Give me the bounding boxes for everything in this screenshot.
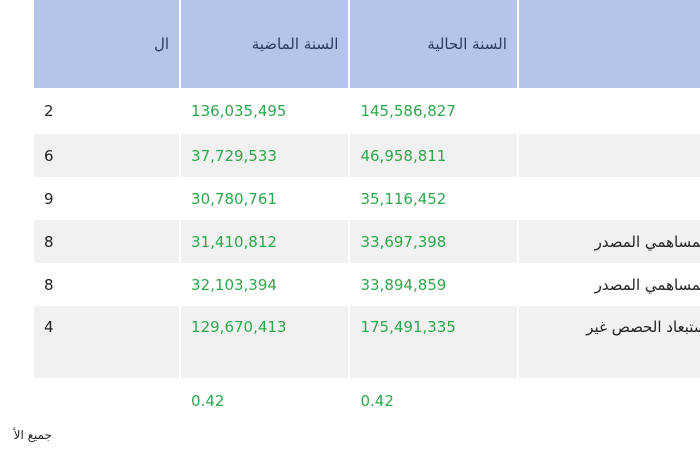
row-label: د استبعاد الحصص غير	[516, 306, 700, 348]
third-column-value: 8	[31, 263, 181, 306]
row-label	[516, 348, 700, 378]
current-year-value: 0.42	[348, 378, 518, 424]
financial-table: السنة الحالية السنة الماضية ال 145,586,8…	[31, 0, 700, 424]
row-label: ئد لمساهمي المصدر	[516, 263, 700, 306]
third-column-value: 9	[31, 177, 181, 220]
table-row: ئد لمساهمي المصدر 33,894,859 32,103,394 …	[31, 263, 700, 306]
row-label	[516, 134, 700, 177]
table-row: 0.42 0.42	[31, 378, 700, 424]
previous-year-value: 32,103,394	[179, 263, 350, 306]
previous-year-value	[179, 348, 350, 378]
current-year-value: 33,894,859	[348, 263, 518, 306]
table-row: 46,958,811 37,729,533 6	[31, 134, 700, 177]
table-row: 35,116,452 30,780,761 9	[31, 177, 700, 220]
third-column-value	[31, 348, 181, 378]
header-third-column: ال	[31, 0, 181, 88]
table-row: ئد لمساهمي المصدر 33,697,398 31,410,812 …	[31, 220, 700, 263]
table-footnote: جميع الأ	[13, 428, 52, 442]
table-row: 145,586,827 136,035,495 2	[31, 88, 700, 134]
current-year-value: 33,697,398	[348, 220, 518, 263]
header-current-year: السنة الحالية	[348, 0, 518, 88]
table-row	[31, 348, 700, 378]
previous-year-value: 37,729,533	[179, 134, 350, 177]
previous-year-value: 136,035,495	[179, 88, 350, 134]
row-label	[516, 378, 700, 424]
current-year-value: 175,491,335	[348, 306, 518, 348]
third-column-value: 8	[31, 220, 181, 263]
third-column-value: 4	[31, 306, 181, 348]
header-label	[516, 0, 700, 88]
previous-year-value: 129,670,413	[179, 306, 350, 348]
table-row: د استبعاد الحصص غير 175,491,335 129,670,…	[31, 306, 700, 348]
previous-year-value: 30,780,761	[179, 177, 350, 220]
current-year-value	[348, 348, 518, 378]
current-year-value: 35,116,452	[348, 177, 518, 220]
current-year-value: 145,586,827	[348, 88, 518, 134]
row-label	[516, 177, 700, 220]
row-label	[516, 88, 700, 134]
row-label: ئد لمساهمي المصدر	[516, 220, 700, 263]
current-year-value: 46,958,811	[348, 134, 518, 177]
previous-year-value: 0.42	[179, 378, 350, 424]
previous-year-value: 31,410,812	[179, 220, 350, 263]
third-column-value: 6	[31, 134, 181, 177]
third-column-value	[31, 378, 181, 424]
table-header-row: السنة الحالية السنة الماضية ال	[31, 0, 700, 88]
third-column-value: 2	[31, 88, 181, 134]
header-previous-year: السنة الماضية	[179, 0, 350, 88]
financial-table-container: السنة الحالية السنة الماضية ال 145,586,8…	[31, 0, 700, 424]
